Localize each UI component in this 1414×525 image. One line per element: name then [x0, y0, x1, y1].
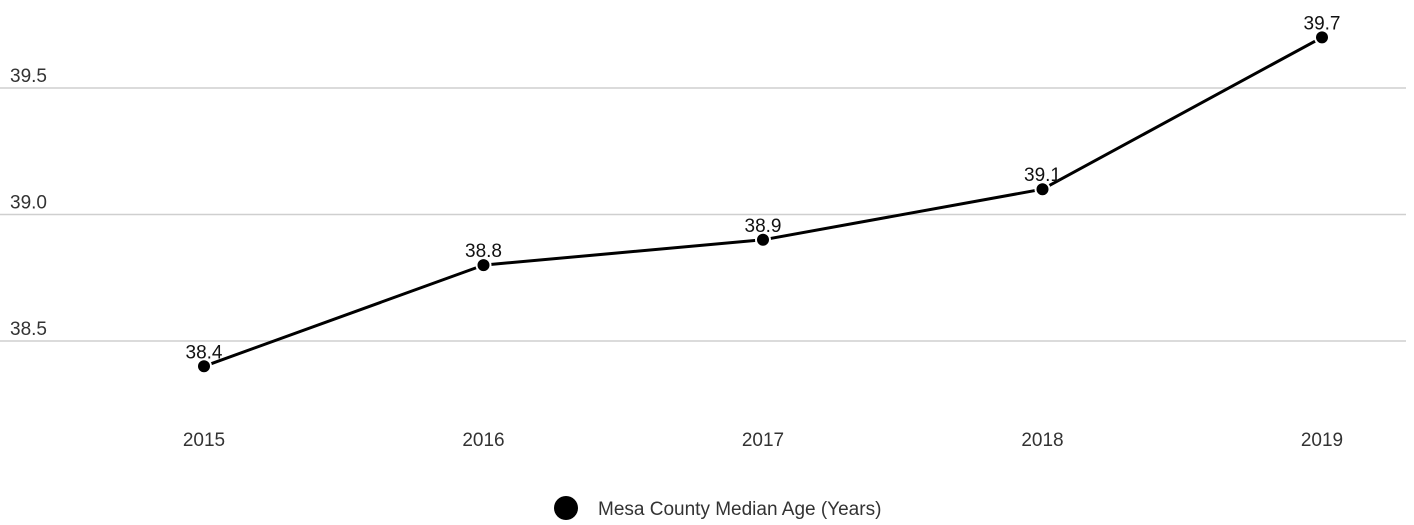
data-label: 39.7 [1304, 13, 1341, 34]
data-point[interactable] [1034, 181, 1051, 198]
data-point[interactable] [196, 358, 212, 375]
data-point[interactable] [1314, 29, 1330, 46]
data-point[interactable] [755, 231, 771, 248]
legend-label: Mesa County Median Age (Years) [598, 499, 881, 520]
x-tick-label: 2017 [742, 430, 784, 451]
y-axis-ticks: 38.5 39.0 39.5 [10, 66, 47, 340]
data-labels: 38.4 38.8 38.9 39.1 39.7 [186, 13, 1341, 363]
series-line [203, 36, 1323, 368]
x-tick-label: 2019 [1301, 430, 1343, 451]
data-label: 38.4 [186, 342, 223, 363]
x-axis-ticks: 2015 2016 2017 2018 2019 [183, 430, 1343, 451]
legend[interactable]: Mesa County Median Age (Years) [554, 496, 881, 520]
data-point[interactable] [475, 257, 492, 274]
y-tick-label: 39.5 [10, 66, 47, 87]
x-tick-label: 2016 [462, 430, 504, 451]
x-tick-label: 2018 [1021, 430, 1063, 451]
series-layer [196, 29, 1330, 375]
x-tick-label: 2015 [183, 430, 225, 451]
data-label: 38.8 [465, 241, 502, 262]
y-tick-label: 39.0 [10, 193, 47, 214]
legend-swatch [554, 496, 578, 520]
y-tick-label: 38.5 [10, 319, 47, 340]
data-label: 38.9 [745, 216, 782, 237]
data-label: 39.1 [1024, 165, 1061, 186]
gridlines [0, 87, 1406, 342]
